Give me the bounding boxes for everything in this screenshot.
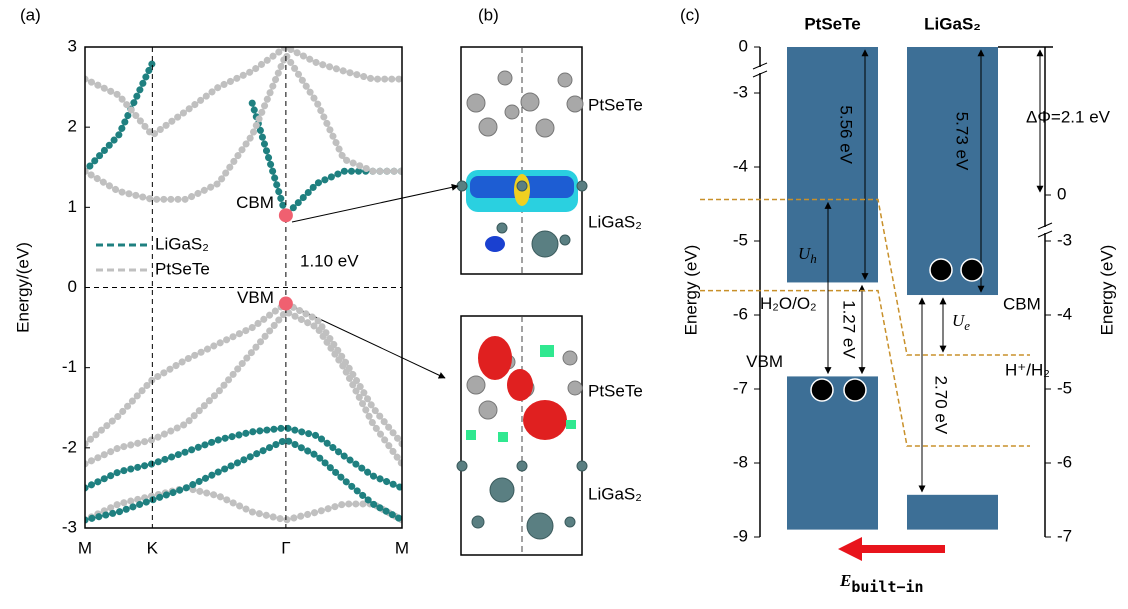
x-tick-label: M <box>78 538 92 557</box>
legend-label: PtSeTe <box>155 259 210 278</box>
y2-tick-label: -5 <box>1057 378 1072 397</box>
structure-label: LiGaS₂ <box>588 484 642 503</box>
conduction-band <box>907 47 998 295</box>
y-tick-label: -1 <box>62 357 77 376</box>
y-tick-label: -5 <box>733 230 748 249</box>
valence-band <box>907 495 998 530</box>
pointer-arrow <box>292 186 458 222</box>
band-edge-label: VBM <box>237 288 274 307</box>
x-tick-label: M <box>395 538 409 557</box>
ue-label: Ue <box>952 311 970 333</box>
panel-label: (b) <box>478 5 499 24</box>
panel-label: (c) <box>680 5 700 24</box>
panel-label: (a) <box>20 5 41 24</box>
depth-label: 5.73 eV <box>953 112 972 171</box>
band-edge-marker <box>279 208 293 222</box>
y-axis-label: Energy/(eV) <box>13 242 32 333</box>
figure: (a) (b) (c) PtSeTe LiGaS₂ PtSeTe LiGaS₂ … <box>0 0 1128 604</box>
y-tick-label: -3 <box>62 517 77 536</box>
electron-label: e <box>967 260 976 279</box>
redox-label: H₂O/O₂ <box>760 294 817 313</box>
y2-tick-label: -7 <box>1057 526 1072 545</box>
y-tick-label: -4 <box>733 156 748 175</box>
y2-tick-label: 0 <box>1057 184 1066 203</box>
gap-label: 1.10 eV <box>300 251 359 270</box>
gap-label: 1.27 eV <box>840 300 859 359</box>
y-tick-label: 2 <box>68 117 77 136</box>
y-tick-label: 0 <box>739 36 748 55</box>
ue-label-sub: e <box>964 318 970 333</box>
structure-label: PtSeTe <box>588 381 643 400</box>
structure-panel: PtSeTe LiGaS₂ PtSeTe LiGaS₂ <box>457 47 643 555</box>
band-edge-marker <box>279 297 293 311</box>
band-beads <box>85 304 402 444</box>
structure-label: LiGaS₂ <box>588 212 642 231</box>
y-tick-label: 0 <box>68 277 77 296</box>
y-axis-label: Energy (eV) <box>681 245 700 336</box>
y-tick-label: -7 <box>733 378 748 397</box>
band-beads <box>85 312 402 464</box>
band-plot <box>85 47 402 520</box>
x-tick-label: Γ <box>281 538 290 557</box>
y2-axis-label: Energy (eV) <box>1097 245 1116 336</box>
valence-band <box>787 376 878 529</box>
redox-label: H⁺/H₂ <box>1005 360 1050 379</box>
y-tick-label: 3 <box>68 36 77 55</box>
field-label: Ebuilt−in <box>839 571 924 596</box>
y-tick-label: -6 <box>733 304 748 323</box>
band-edge-label: CBM <box>236 193 274 212</box>
field-label-main: E <box>839 571 851 590</box>
structure-label: PtSeTe <box>588 95 643 114</box>
gap-label: 2.70 eV <box>932 376 951 435</box>
charge-density <box>485 236 505 252</box>
y-tick-label: -2 <box>62 437 77 456</box>
band-beads <box>85 47 402 135</box>
hole-label: h <box>850 380 860 399</box>
hole-label: h <box>817 380 827 399</box>
vbm-label: VBM <box>746 352 783 371</box>
x-tick-label: K <box>147 538 159 557</box>
y2-tick-label: -4 <box>1057 304 1072 323</box>
y-tick-label: -8 <box>733 452 748 471</box>
depth-label: 5.56 eV <box>837 105 856 164</box>
electron-label: e <box>936 260 945 279</box>
dphi-label: ΔΦ=2.1 eV <box>1026 107 1111 126</box>
field-label-sub: built−in <box>851 578 923 596</box>
legend-label: LiGaS₂ <box>155 234 209 253</box>
y-tick-label: -3 <box>733 82 748 101</box>
y2-tick-label: -6 <box>1057 452 1072 471</box>
uh-label-sub: h <box>810 251 817 266</box>
y-tick-label: 1 <box>68 197 77 216</box>
material-header: LiGaS₂ <box>924 14 981 33</box>
y-tick-label: -9 <box>733 526 748 545</box>
cbm-label: CBM <box>1003 295 1041 314</box>
material-header: PtSeTe <box>804 14 860 33</box>
y2-tick-label: -3 <box>1057 230 1072 249</box>
band-line <box>85 47 402 135</box>
